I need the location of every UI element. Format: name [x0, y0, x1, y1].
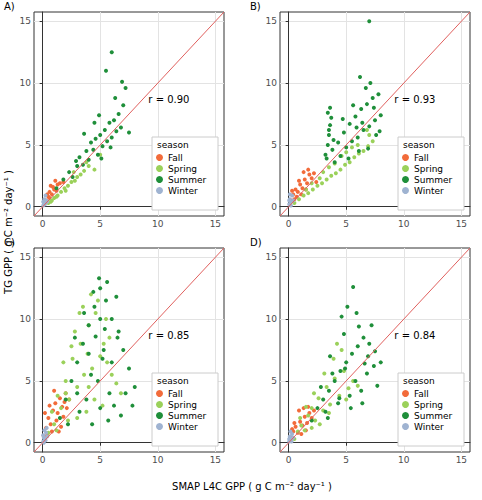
svg-text:0: 0	[271, 438, 277, 448]
svg-text:10: 10	[152, 455, 164, 465]
svg-text:15: 15	[456, 219, 467, 229]
svg-text:Fall: Fall	[414, 153, 429, 163]
svg-text:Fall: Fall	[168, 389, 183, 399]
svg-text:10: 10	[20, 314, 32, 324]
svg-text:Winter: Winter	[168, 422, 198, 432]
svg-text:5: 5	[271, 140, 277, 150]
svg-text:r = 0.84: r = 0.84	[394, 330, 435, 341]
svg-text:Summer: Summer	[168, 411, 206, 421]
svg-text:15: 15	[266, 16, 277, 26]
svg-text:5: 5	[343, 455, 349, 465]
svg-text:10: 10	[398, 455, 410, 465]
svg-text:season: season	[403, 140, 435, 150]
svg-text:5: 5	[271, 376, 277, 386]
svg-text:season: season	[157, 140, 189, 150]
svg-text:15: 15	[210, 455, 221, 465]
svg-text:10: 10	[20, 78, 32, 88]
svg-text:5: 5	[97, 455, 103, 465]
svg-text:Winter: Winter	[414, 186, 444, 196]
svg-text:Fall: Fall	[414, 389, 429, 399]
svg-text:0: 0	[40, 455, 46, 465]
svg-text:r = 0.90: r = 0.90	[148, 94, 189, 105]
svg-text:0: 0	[271, 202, 277, 212]
svg-text:0: 0	[25, 202, 31, 212]
svg-text:TG GPP ( g C m⁻² day⁻¹ ): TG GPP ( g C m⁻² day⁻¹ )	[3, 170, 14, 295]
svg-text:10: 10	[266, 314, 278, 324]
svg-text:season: season	[403, 376, 435, 386]
svg-text:Winter: Winter	[414, 422, 444, 432]
svg-text:15: 15	[20, 16, 31, 26]
svg-text:0: 0	[286, 219, 292, 229]
svg-text:Fall: Fall	[168, 153, 183, 163]
svg-text:D): D)	[250, 237, 262, 248]
svg-text:Spring: Spring	[414, 164, 443, 174]
svg-text:Spring: Spring	[414, 400, 443, 410]
svg-text:Winter: Winter	[168, 186, 198, 196]
svg-text:15: 15	[266, 252, 277, 262]
svg-text:15: 15	[20, 252, 31, 262]
svg-text:15: 15	[210, 219, 221, 229]
svg-text:10: 10	[266, 78, 278, 88]
svg-text:10: 10	[398, 219, 410, 229]
svg-text:0: 0	[40, 219, 46, 229]
svg-text:SMAP L4C GPP ( g C m⁻² day⁻¹ ): SMAP L4C GPP ( g C m⁻² day⁻¹ )	[172, 481, 332, 492]
svg-text:Spring: Spring	[168, 400, 197, 410]
svg-text:Summer: Summer	[414, 175, 452, 185]
svg-text:B): B)	[250, 1, 261, 12]
svg-text:5: 5	[25, 376, 31, 386]
svg-text:r = 0.93: r = 0.93	[394, 94, 435, 105]
svg-text:0: 0	[286, 455, 292, 465]
svg-text:Summer: Summer	[414, 411, 452, 421]
svg-text:Summer: Summer	[168, 175, 206, 185]
svg-text:5: 5	[25, 140, 31, 150]
svg-text:r = 0.85: r = 0.85	[148, 330, 189, 341]
svg-text:0: 0	[25, 438, 31, 448]
svg-text:5: 5	[343, 219, 349, 229]
svg-text:5: 5	[97, 219, 103, 229]
svg-text:season: season	[157, 376, 189, 386]
svg-text:Spring: Spring	[168, 164, 197, 174]
svg-text:A): A)	[4, 1, 15, 12]
svg-text:10: 10	[152, 219, 164, 229]
svg-text:15: 15	[456, 455, 467, 465]
